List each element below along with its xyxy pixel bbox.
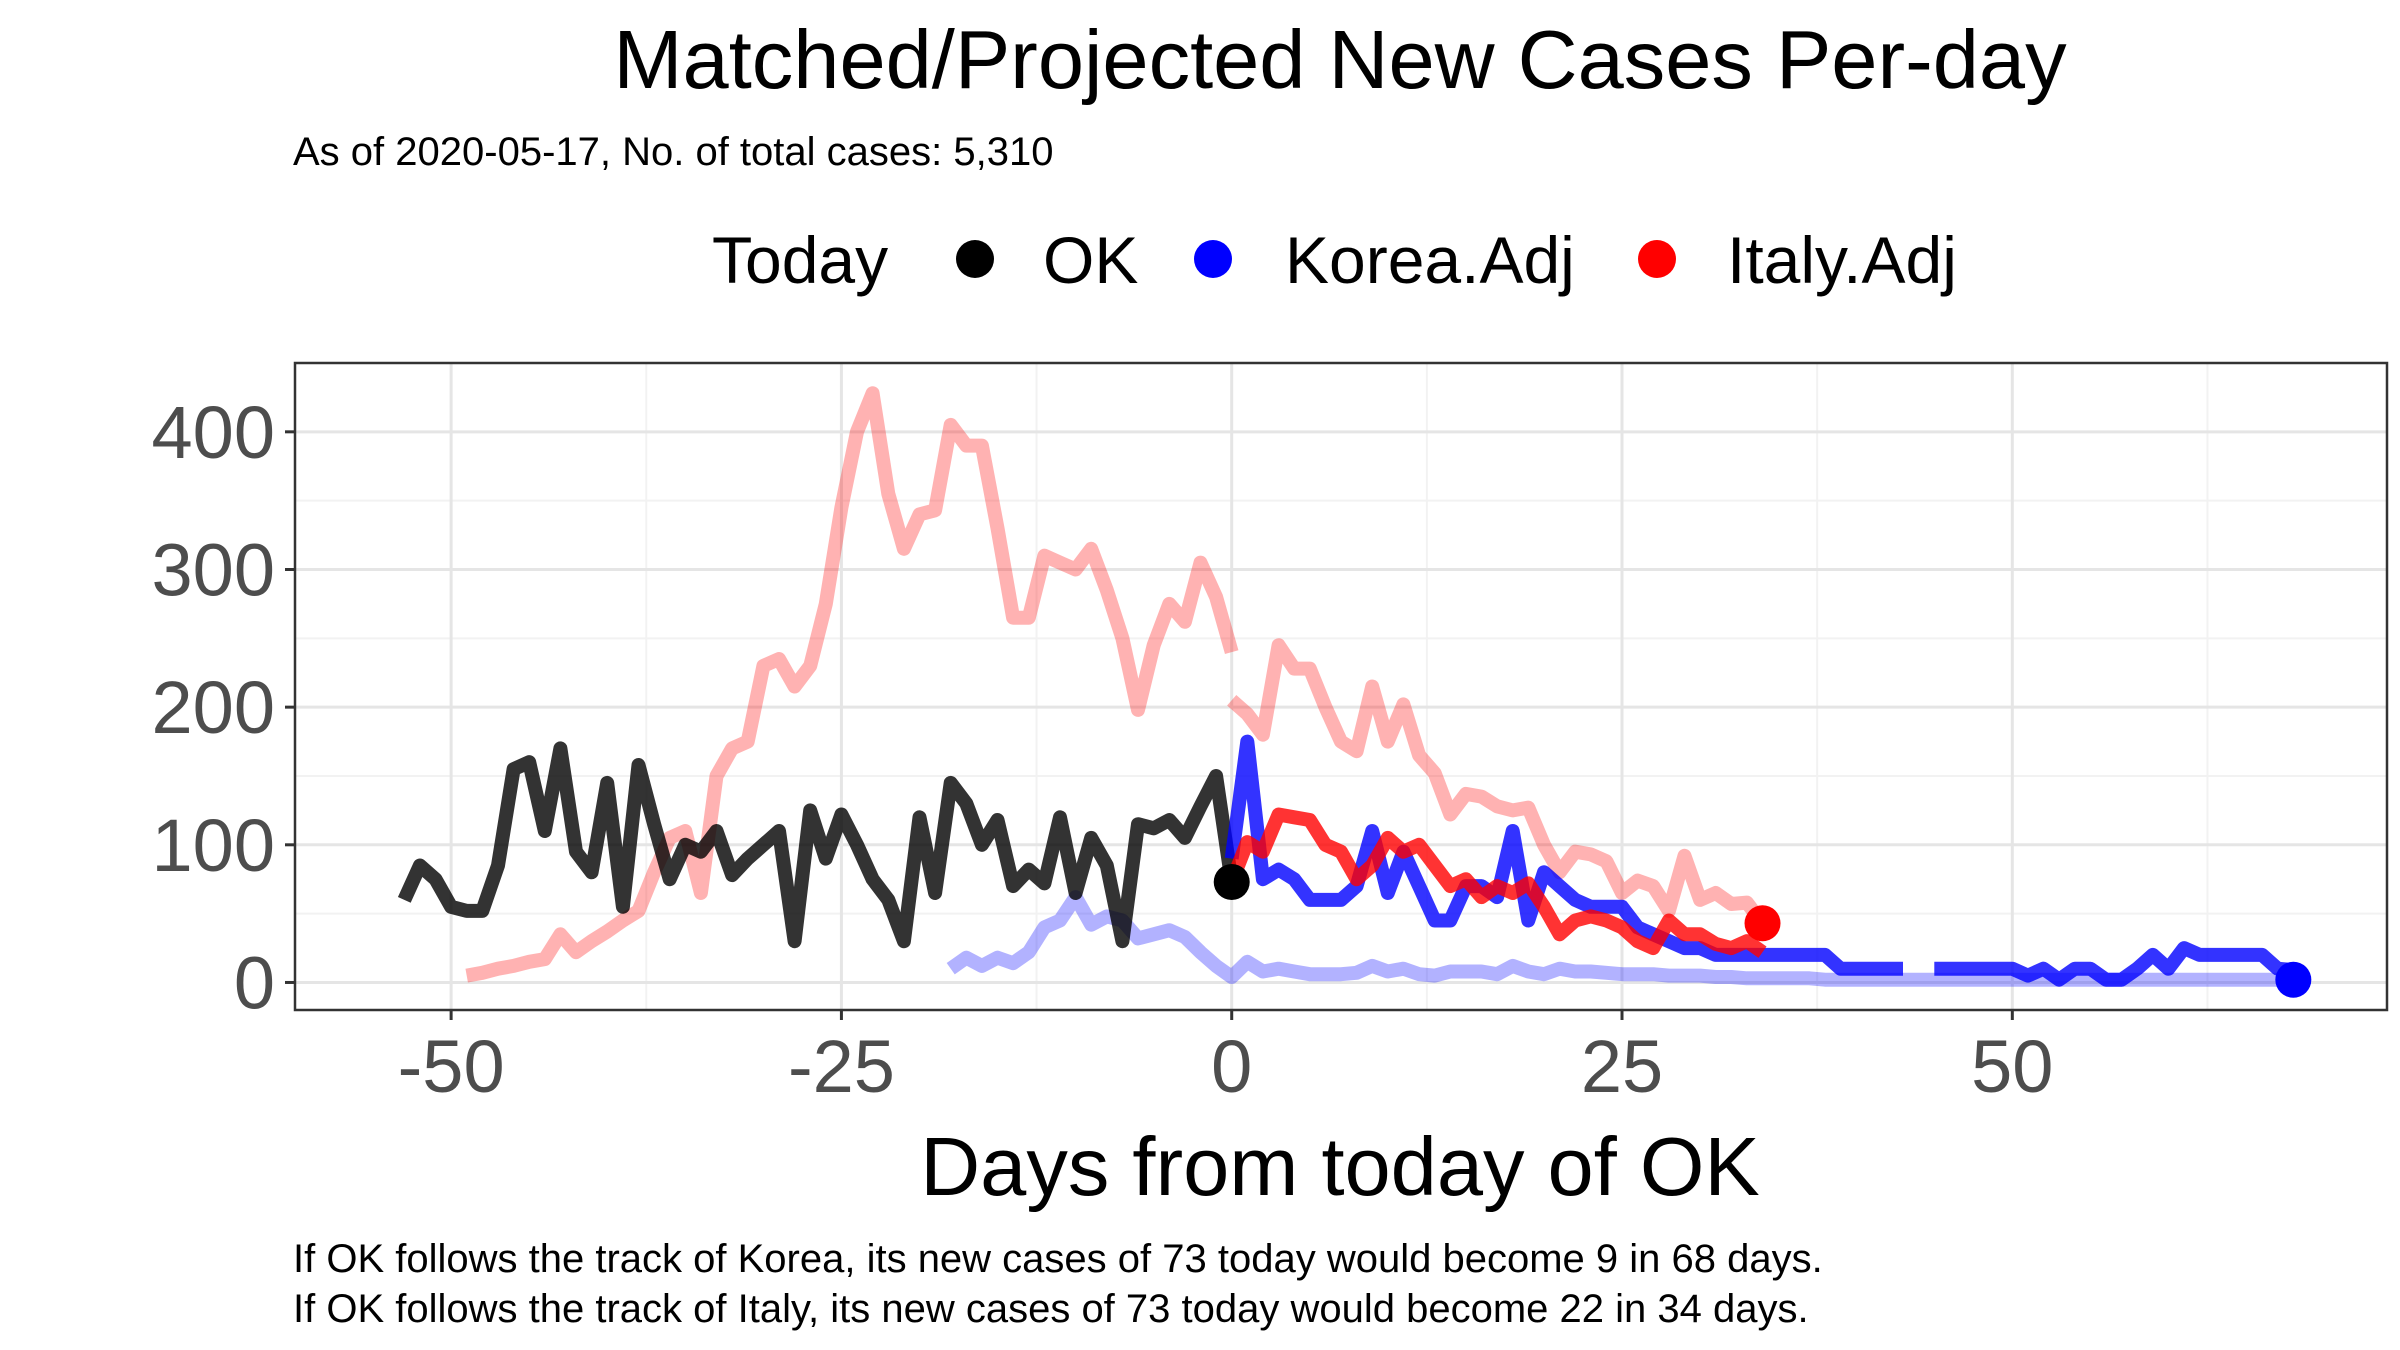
x-axis-title: Days from today of OK [920,1120,1760,1213]
x-tick-label: 0 [1211,1025,1252,1108]
today-point-italy-adj [1744,905,1781,942]
legend-title: Today [712,223,888,297]
series-line-italy-adj-projected [1227,638,1769,928]
y-tick-label: 200 [152,666,275,749]
plot-border [293,361,2389,1012]
today-point-korea-adj [2275,961,2312,998]
legend-key-korea [1194,240,1232,278]
caption-korea: If OK follows the track of Korea, its ne… [293,1237,1823,1281]
legend-key-italy [1638,240,1676,278]
caption-italy: If OK follows the track of Italy, its ne… [293,1287,1809,1331]
x-tick-label: 25 [1581,1025,1663,1108]
y-tick-label: 100 [152,804,275,887]
y-tick-label: 400 [152,391,275,474]
chart-title: Matched/Projected New Cases Per-day [613,13,2067,106]
legend-label-korea: Korea.Adj [1285,223,1575,297]
x-tick-label: 50 [1971,1025,2053,1108]
y-tick-label: 0 [234,941,275,1024]
legend-label-italy: Italy.Adj [1727,223,1957,297]
x-tick-label: -50 [398,1025,505,1108]
series-line-italy-adj-matched-past [465,386,1239,983]
legend-key-ok [956,240,994,278]
today-point-ok [1213,863,1250,900]
series-line-korea-adj-projected [1224,734,2294,987]
y-tick-label: 300 [152,528,275,611]
x-tick-label: -25 [788,1025,895,1108]
series-line-italy-adj-projected [1225,807,1767,958]
plot-area: -50 -25 0 25 50 0 100 200 300 400 [152,361,2389,1108]
series-line-ok-actual [397,741,1239,949]
legend-label-ok: OK [1043,223,1138,297]
chart-subtitle: As of 2020-05-17, No. of total cases: 5,… [293,130,1053,174]
legend: Today OK Korea.Adj Italy.Adj [712,223,1957,297]
